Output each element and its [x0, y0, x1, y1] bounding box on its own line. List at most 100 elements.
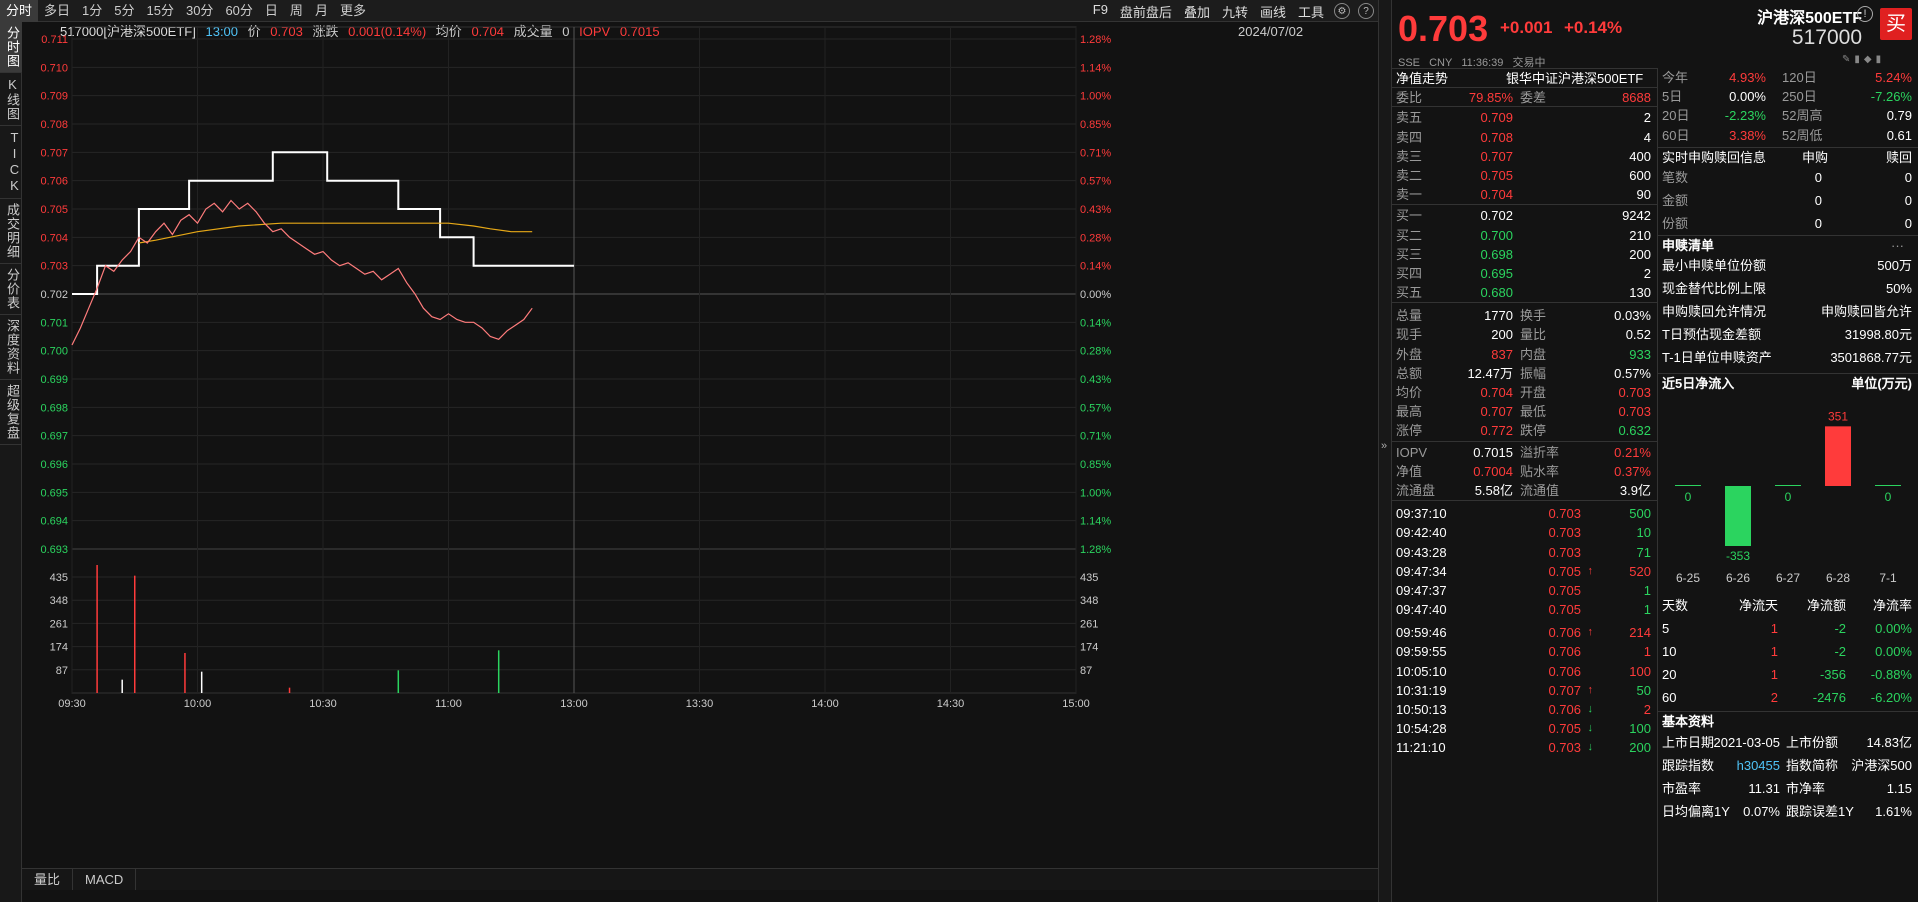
period-tab-7[interactable]: 日 — [264, 2, 278, 18]
trade-volume: 1 — [1643, 644, 1651, 660]
flow-rate: 0.00% — [1875, 644, 1912, 660]
period-tab-2[interactable]: 1分 — [82, 2, 103, 18]
stat-value: 837 — [1491, 346, 1513, 362]
pct-tick-label: 0.85% — [1080, 119, 1111, 131]
period-tab-0[interactable]: 分时 — [0, 0, 39, 22]
trade-row: 09:59:55 0.706 1 — [1392, 642, 1657, 661]
period-tab-3[interactable]: 5分 — [114, 2, 135, 18]
basic-row: 市盈率 11.31 市净率 1.15 — [1658, 777, 1918, 800]
toolbar-btn-4[interactable]: 画线 — [1259, 4, 1286, 20]
redemption-sell: 0 — [1904, 169, 1912, 185]
info-icon[interactable]: ! — [1857, 6, 1873, 22]
intraday-chart[interactable]: 0.711 1.28% 0.710 1.14% 0.709 1.00% 0.708 0.85%… — [22, 22, 1378, 878]
buy-button[interactable]: 买 — [1880, 8, 1912, 40]
period-tab-6[interactable]: 60分 — [225, 2, 253, 18]
flow-amount: -2 — [1834, 644, 1846, 660]
indicator-tab-0[interactable]: 量比 — [22, 869, 74, 890]
stat-value: 0.707 — [1480, 404, 1513, 420]
flow-netdays: 1 — [1770, 667, 1778, 683]
help-icon[interactable]: ? — [1358, 3, 1374, 19]
redemption-sell: 0 — [1904, 215, 1912, 231]
inflow-date: 6-25 — [1676, 571, 1700, 585]
sidebar-tab-5[interactable]: 深度资料 — [0, 315, 22, 380]
toolbar-btn-3[interactable]: 九转 — [1221, 4, 1248, 20]
flow-days: 20 — [1662, 667, 1677, 683]
basic-label: 上市份额 — [1786, 734, 1839, 750]
trade-row: 10:05:10 0.706 100 — [1392, 662, 1657, 681]
sidebar-tab-1[interactable]: K线图 — [0, 73, 22, 126]
stat-value: 0.632 — [1618, 423, 1651, 439]
period-tab-4[interactable]: 15分 — [146, 2, 174, 18]
subscription-title: 申赎清单 — [1662, 237, 1715, 253]
fund-info-column: 今年 4.93% 120日 5.24% 5日 0.00% 250日 -7.26% 20日 -2.2… — [1658, 68, 1918, 902]
flow-rate: 0.00% — [1875, 621, 1912, 637]
price-tick-label: 0.695 — [40, 487, 68, 499]
subscription-value: 申购赎回皆允许 — [1820, 304, 1912, 320]
stat-value: 0.7015 — [1473, 444, 1513, 460]
sidebar-tab-4[interactable]: 分价表 — [0, 264, 22, 315]
sidebar-tab-6[interactable]: 超级复盘 — [0, 380, 22, 445]
period-tab-8[interactable]: 周 — [289, 2, 303, 18]
period-tab-9[interactable]: 月 — [314, 2, 328, 18]
panel-collapse-handle[interactable]: » — [1378, 0, 1392, 902]
period-tab-5[interactable]: 30分 — [185, 2, 214, 18]
bid-volume: 130 — [1629, 285, 1651, 301]
subscription-row: 现金替代比例上限 50% — [1658, 277, 1918, 300]
period-tab-10[interactable]: 更多 — [339, 2, 366, 18]
stat-label: 贴水率 — [1520, 463, 1560, 479]
volume-tick-label: 435 — [50, 572, 68, 584]
subscription-label: 最小申赎单位份额 — [1662, 258, 1767, 274]
period-tabs: 分时 多日 1分 5分 15分 30分 60分日周月更多 — [0, 0, 372, 22]
stat-value: 0.704 — [1480, 385, 1513, 400]
subscription-label: 申购赎回允许情况 — [1662, 304, 1767, 320]
trade-row: 10:50:13 0.706 ↓ 2 — [1392, 700, 1657, 719]
basic-title: 基本资料 — [1662, 714, 1715, 730]
quote-time: 11:36:39 — [1461, 57, 1504, 69]
trade-price: 0.705 — [1548, 563, 1581, 579]
toolbar-btn-2[interactable]: 叠加 — [1183, 4, 1210, 20]
toolbar-btn-1[interactable]: 盘前盘后 — [1119, 4, 1172, 20]
settings-icon[interactable]: ⚙ — [1334, 3, 1350, 19]
toolbar-btn-0[interactable]: F9 — [1092, 1, 1108, 17]
ask-price: 0.708 — [1480, 129, 1513, 145]
trade-time: 09:47:34 — [1396, 563, 1447, 579]
price-tick-label: 0.694 — [40, 516, 68, 528]
tool-icons[interactable]: ✎▮◆▮ — [1842, 54, 1886, 65]
sidebar-tab-2[interactable]: TICK — [0, 126, 22, 199]
bid-price: 0.698 — [1480, 246, 1513, 262]
trade-volume: 71 — [1636, 544, 1651, 560]
bid-row: 买五 0.680 130 — [1392, 283, 1657, 302]
trade-volume: 1 — [1643, 582, 1651, 598]
inflow-title: 近5日净流入 — [1662, 376, 1735, 392]
period-tab-1[interactable]: 多日 — [44, 2, 71, 18]
flow-header: 净流天 — [1738, 598, 1778, 614]
trade-arrow-icon: ↑ — [1587, 626, 1594, 639]
time-tick-label: 14:30 — [937, 698, 965, 710]
ask-row: 卖五 0.709 2 — [1392, 108, 1657, 127]
ask-price: 0.705 — [1480, 167, 1513, 183]
indicator-tab-1[interactable]: MACD — [73, 869, 137, 890]
volume-tick-label: 87 — [56, 665, 68, 677]
stat-label: 量比 — [1520, 327, 1547, 343]
more-icon: ··· — [1891, 237, 1904, 253]
stat-label: 最低 — [1520, 404, 1547, 420]
subscription-value: 3501868.77元 — [1830, 350, 1912, 366]
trade-price: 0.703 — [1548, 544, 1581, 560]
trade-volume: 520 — [1629, 563, 1651, 579]
flow-row: 10 1 -2 0.00% — [1658, 640, 1918, 663]
bid-label: 买三 — [1396, 246, 1423, 262]
stat-label: 总额 — [1396, 365, 1423, 381]
stats-sep — [1392, 302, 1657, 306]
pct-tick-label: 0.57% — [1080, 402, 1111, 414]
trade-row: 09:59:46 0.706 ↑ 214 — [1392, 623, 1657, 642]
redemption-row: 金额 0 0 — [1658, 189, 1918, 212]
basic-row: 日均偏离1Y 0.07% 跟踪误差1Y 1.61% — [1658, 800, 1918, 823]
trade-row: 09:42:40 0.703 10 — [1392, 523, 1657, 542]
sidebar-tab-3[interactable]: 成交明细 — [0, 199, 22, 264]
perf-value: 5.24% — [1875, 70, 1912, 85]
ask-price: 0.704 — [1480, 187, 1513, 203]
basic-header: 基本资料 — [1658, 711, 1918, 730]
toolbar-btn-5[interactable]: 工具 — [1297, 4, 1324, 20]
subscription-row: 最小申赎单位份额 500万 — [1658, 254, 1918, 277]
sidebar-tab-0[interactable]: 分时图 — [0, 22, 22, 73]
